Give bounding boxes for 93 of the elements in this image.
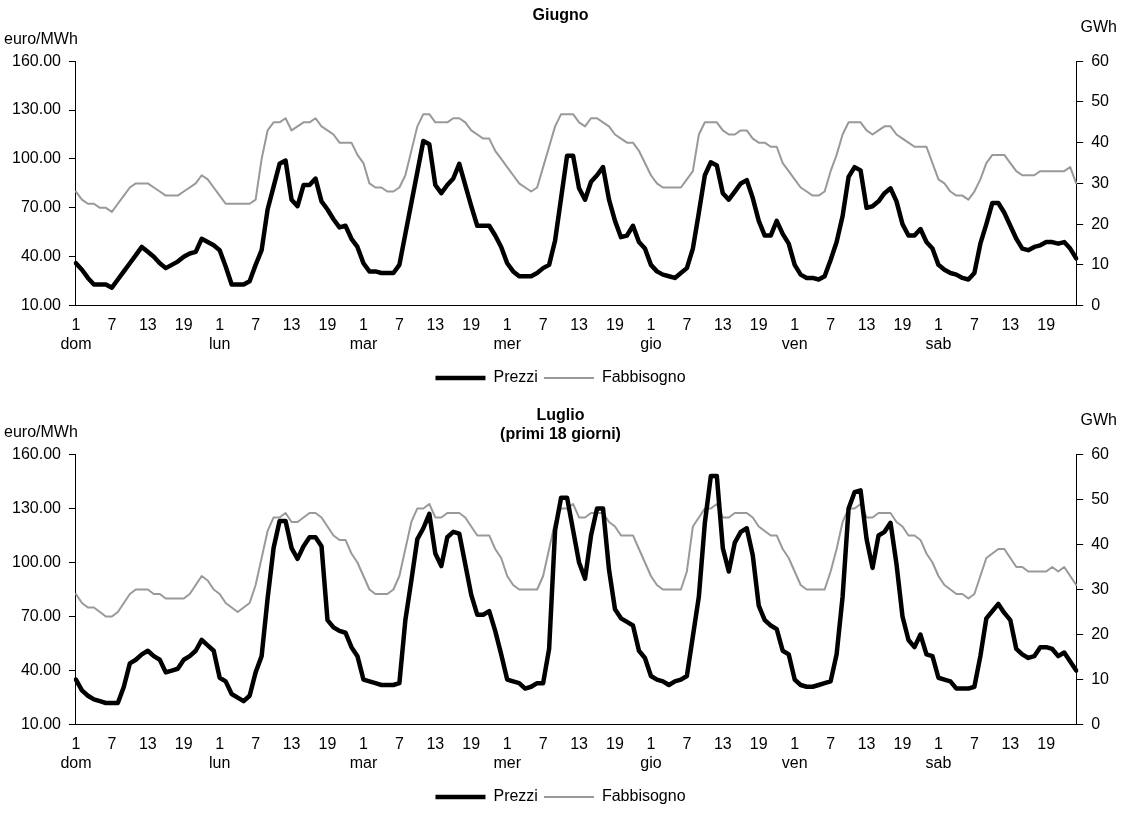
x-tick-label: 7 xyxy=(251,315,261,333)
x-tick-label: 19 xyxy=(893,734,912,752)
x-tick-label: 7 xyxy=(394,315,404,333)
x-tick-label: 19 xyxy=(606,734,624,752)
legend-label: Fabbisogno xyxy=(601,368,686,386)
x-tick-label: 1 sab xyxy=(925,315,952,352)
x-tick-label: 7 xyxy=(394,734,404,752)
y2-axis-title: GWh xyxy=(1080,410,1117,428)
y2-tick-label: 20 xyxy=(1091,214,1110,232)
y-tick-label: 40.00 xyxy=(20,247,62,265)
x-tick-label: 19 xyxy=(462,734,481,752)
x-tick-label: 7 xyxy=(107,734,117,752)
x-tick-label: 1 dom xyxy=(60,315,92,352)
y-tick-label: 40.00 xyxy=(20,660,62,678)
y2-tick-label: 0 xyxy=(1091,296,1101,314)
chart-title: Giugno xyxy=(532,6,589,24)
x-tick-label: 19 xyxy=(174,315,193,333)
x-tick-label: 13 xyxy=(1001,315,1020,333)
x-tick-label: 7 xyxy=(682,315,692,333)
y-tick-label: 160.00 xyxy=(12,444,62,462)
x-tick-label: 19 xyxy=(1037,315,1056,333)
y2-tick-label: 40 xyxy=(1091,534,1110,552)
x-tick-label: 13 xyxy=(570,315,589,333)
legend-label: Prezzi xyxy=(493,368,538,386)
x-tick-label: 1 dom xyxy=(60,734,92,771)
x-tick-label: 1 mar xyxy=(349,315,378,352)
x-tick-label: 19 xyxy=(462,315,481,333)
x-tick-label: 7 xyxy=(538,315,548,333)
legend-label: Prezzi xyxy=(493,787,538,805)
x-tick-label: 19 xyxy=(318,734,337,752)
y-tick-label: 160.00 xyxy=(12,51,62,69)
x-tick-label: 13 xyxy=(570,734,589,752)
y2-tick-label: 60 xyxy=(1091,51,1110,69)
y-tick-label: 10.00 xyxy=(20,296,62,314)
chart-title: Luglio xyxy=(536,406,585,424)
y2-tick-label: 60 xyxy=(1091,444,1110,462)
x-tick-label: 1 ven xyxy=(781,734,808,771)
x-tick-label: 19 xyxy=(749,315,768,333)
x-tick-label: 7 xyxy=(826,734,836,752)
x-tick-label: 1 lun xyxy=(209,734,231,771)
y2-tick-label: 30 xyxy=(1091,173,1110,191)
x-tick-label: 19 xyxy=(174,734,193,752)
y-tick-label: 100.00 xyxy=(12,552,62,570)
legend-label: Fabbisogno xyxy=(601,787,686,805)
y-tick-label: 70.00 xyxy=(20,606,62,624)
y-axis-title: euro/MWh xyxy=(4,422,78,440)
x-tick-label: 13 xyxy=(713,315,732,333)
y2-tick-label: 0 xyxy=(1091,715,1101,733)
x-tick-label: 1 mer xyxy=(493,734,522,771)
y2-tick-label: 50 xyxy=(1091,489,1110,507)
y2-tick-label: 40 xyxy=(1091,133,1110,151)
y2-axis-title: GWh xyxy=(1080,17,1117,35)
x-tick-label: 1 lun xyxy=(209,315,231,352)
x-tick-label: 7 xyxy=(251,734,261,752)
x-tick-label: 13 xyxy=(282,315,301,333)
x-tick-label: 13 xyxy=(857,734,876,752)
chart-subtitle: (primi 18 giorni) xyxy=(500,425,621,443)
x-tick-label: 7 xyxy=(682,734,692,752)
x-tick-label: 13 xyxy=(1001,734,1020,752)
x-tick-label: 1 mar xyxy=(349,734,378,771)
x-tick-label: 7 xyxy=(107,315,117,333)
x-tick-label: 13 xyxy=(138,734,157,752)
y2-tick-label: 50 xyxy=(1091,92,1110,110)
x-tick-label: 7 xyxy=(969,734,979,752)
y2-tick-label: 10 xyxy=(1091,255,1110,273)
x-tick-label: 13 xyxy=(713,734,732,752)
x-tick-label: 1 mer xyxy=(493,315,522,352)
x-tick-label: 19 xyxy=(893,315,912,333)
x-tick-label: 1 ven xyxy=(781,315,808,352)
x-tick-label: 7 xyxy=(538,734,548,752)
x-tick-label: 13 xyxy=(426,315,445,333)
x-tick-label: 1 gio xyxy=(640,315,662,352)
x-tick-label: 19 xyxy=(318,315,337,333)
y-tick-label: 100.00 xyxy=(12,149,62,167)
x-tick-label: 1 sab xyxy=(925,734,952,771)
x-tick-label: 13 xyxy=(426,734,445,752)
x-tick-label: 19 xyxy=(749,734,768,752)
y-tick-label: 70.00 xyxy=(20,198,62,216)
x-tick-label: 13 xyxy=(857,315,876,333)
x-tick-label: 1 gio xyxy=(640,734,662,771)
y-tick-label: 130.00 xyxy=(12,498,62,516)
x-tick-label: 19 xyxy=(606,315,624,333)
x-tick-label: 19 xyxy=(1037,734,1056,752)
y-tick-label: 130.00 xyxy=(12,100,62,118)
x-tick-label: 7 xyxy=(826,315,836,333)
y-axis-title: euro/MWh xyxy=(4,29,78,47)
y2-tick-label: 10 xyxy=(1091,669,1110,687)
x-tick-label: 13 xyxy=(282,734,301,752)
x-tick-label: 13 xyxy=(138,315,157,333)
y-tick-label: 10.00 xyxy=(20,715,62,733)
y2-tick-label: 20 xyxy=(1091,624,1110,642)
y2-tick-label: 30 xyxy=(1091,579,1110,597)
x-tick-label: 7 xyxy=(969,315,979,333)
